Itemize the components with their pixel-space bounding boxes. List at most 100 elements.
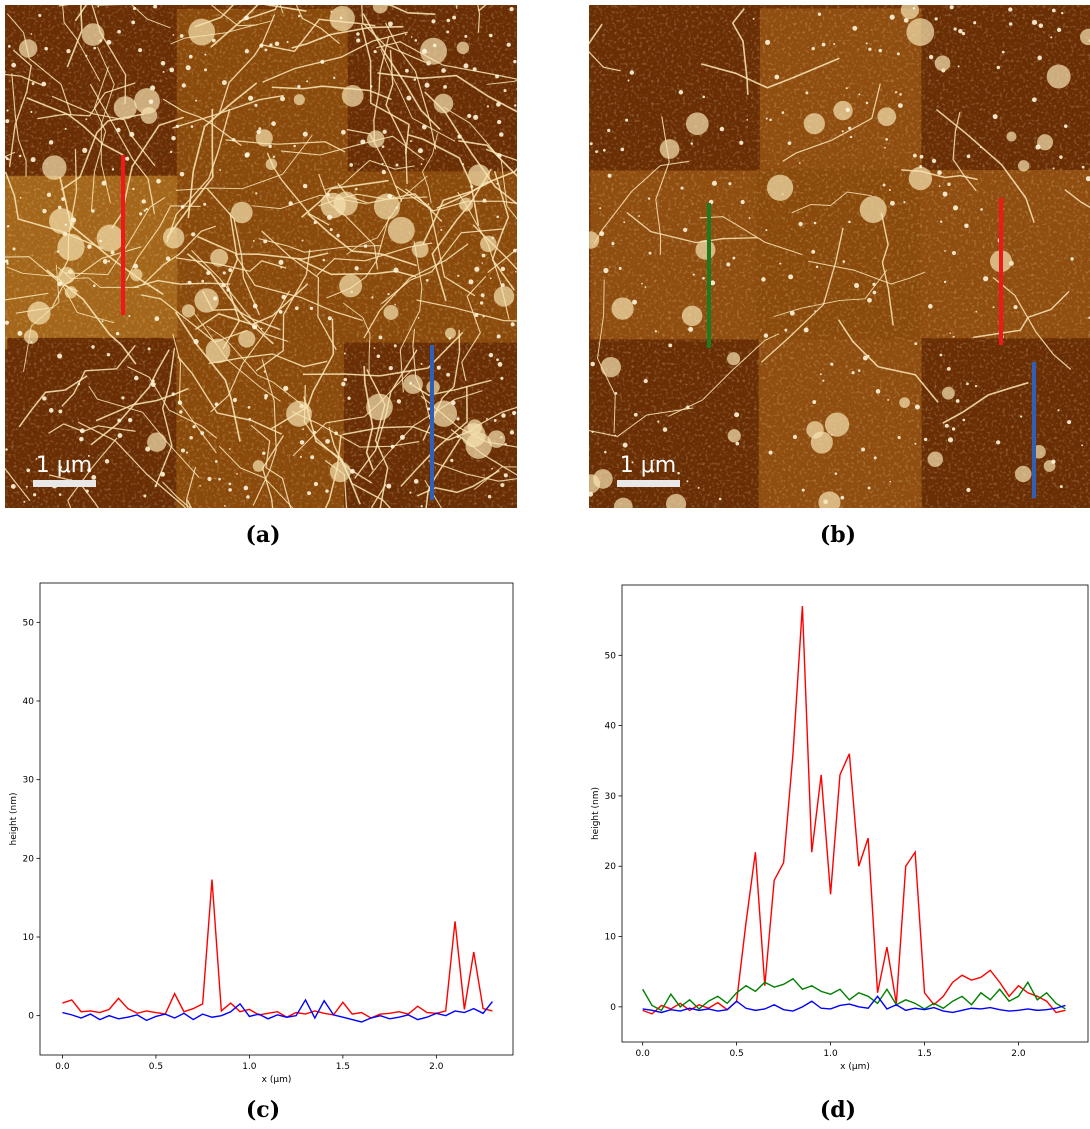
- particle: [852, 26, 857, 31]
- particle: [172, 34, 174, 36]
- particle: [333, 77, 335, 79]
- particle: [155, 485, 157, 487]
- particle: [121, 396, 124, 399]
- particle: [831, 434, 833, 436]
- particle: [42, 209, 46, 213]
- particle: [19, 155, 22, 158]
- particle: [948, 437, 953, 442]
- particle: [462, 423, 486, 447]
- particle: [213, 296, 217, 300]
- particle: [457, 42, 469, 54]
- particle: [512, 411, 516, 415]
- particle: [470, 185, 473, 188]
- particle: [347, 397, 350, 400]
- particle: [314, 221, 317, 224]
- particle: [108, 260, 110, 262]
- particle: [623, 221, 625, 223]
- particle: [943, 192, 948, 197]
- particle: [42, 396, 46, 400]
- particle: [494, 286, 514, 306]
- particle: [302, 240, 304, 242]
- particle: [133, 264, 138, 269]
- particle: [848, 127, 851, 130]
- particle: [890, 201, 895, 206]
- particle: [186, 451, 188, 453]
- particle: [355, 266, 359, 270]
- particle: [774, 75, 779, 80]
- particle: [962, 32, 965, 35]
- particle: [300, 456, 302, 458]
- particle: [446, 31, 449, 34]
- particle: [804, 327, 809, 332]
- particle: [287, 41, 289, 43]
- particle: [379, 335, 383, 339]
- particle: [298, 15, 301, 18]
- particle: [1070, 257, 1073, 260]
- particle: [842, 130, 844, 132]
- particle: [511, 322, 515, 326]
- particle: [897, 52, 900, 55]
- particle: [186, 65, 191, 70]
- particle: [660, 139, 680, 159]
- x-tick-label: 1.0: [242, 1062, 257, 1072]
- particle: [614, 498, 633, 517]
- particle: [163, 71, 165, 73]
- particle: [85, 118, 87, 120]
- particle: [975, 311, 977, 313]
- particle: [223, 271, 226, 274]
- particle: [599, 231, 604, 236]
- particle: [428, 203, 430, 205]
- particle: [5, 119, 9, 123]
- particle: [811, 250, 815, 254]
- particle: [953, 205, 958, 210]
- particle: [877, 107, 896, 126]
- particle: [5, 448, 8, 451]
- particle: [377, 354, 381, 358]
- particle: [433, 44, 436, 47]
- particle: [644, 379, 648, 383]
- particle: [496, 102, 501, 107]
- particle: [820, 373, 822, 375]
- particle: [222, 80, 227, 85]
- x-tick-label: 2.0: [429, 1062, 444, 1072]
- particle: [160, 472, 165, 477]
- particle: [38, 14, 41, 17]
- particle: [264, 48, 267, 51]
- particle: [632, 300, 637, 305]
- particle: [303, 184, 307, 188]
- x-tick-label: 1.5: [917, 1049, 931, 1059]
- panel-label: (d): [820, 1097, 856, 1123]
- particle: [1059, 155, 1062, 158]
- particle: [765, 40, 770, 45]
- particle: [944, 250, 946, 252]
- particle: [457, 275, 459, 277]
- particle: [920, 155, 924, 159]
- particle: [148, 347, 151, 350]
- particle: [23, 501, 25, 503]
- particle: [147, 433, 166, 452]
- particle: [457, 135, 461, 139]
- particle: [91, 209, 94, 212]
- particle: [962, 419, 965, 422]
- particle: [406, 96, 411, 101]
- particle: [702, 96, 705, 99]
- particle: [935, 17, 938, 20]
- particle: [253, 460, 265, 472]
- data-line: [62, 880, 492, 1018]
- particle: [490, 278, 492, 280]
- particle: [638, 215, 640, 217]
- particle: [513, 249, 517, 253]
- particle: [336, 234, 339, 237]
- particle: [314, 482, 318, 486]
- particle: [65, 128, 67, 130]
- particle: [188, 281, 192, 285]
- particle: [833, 43, 835, 45]
- particle: [112, 168, 114, 170]
- particle: [128, 418, 132, 422]
- particle: [833, 101, 852, 120]
- particle: [143, 495, 146, 498]
- particle: [204, 68, 207, 71]
- crack: [517, 0, 545, 89]
- particle: [171, 136, 175, 140]
- particle: [264, 394, 268, 398]
